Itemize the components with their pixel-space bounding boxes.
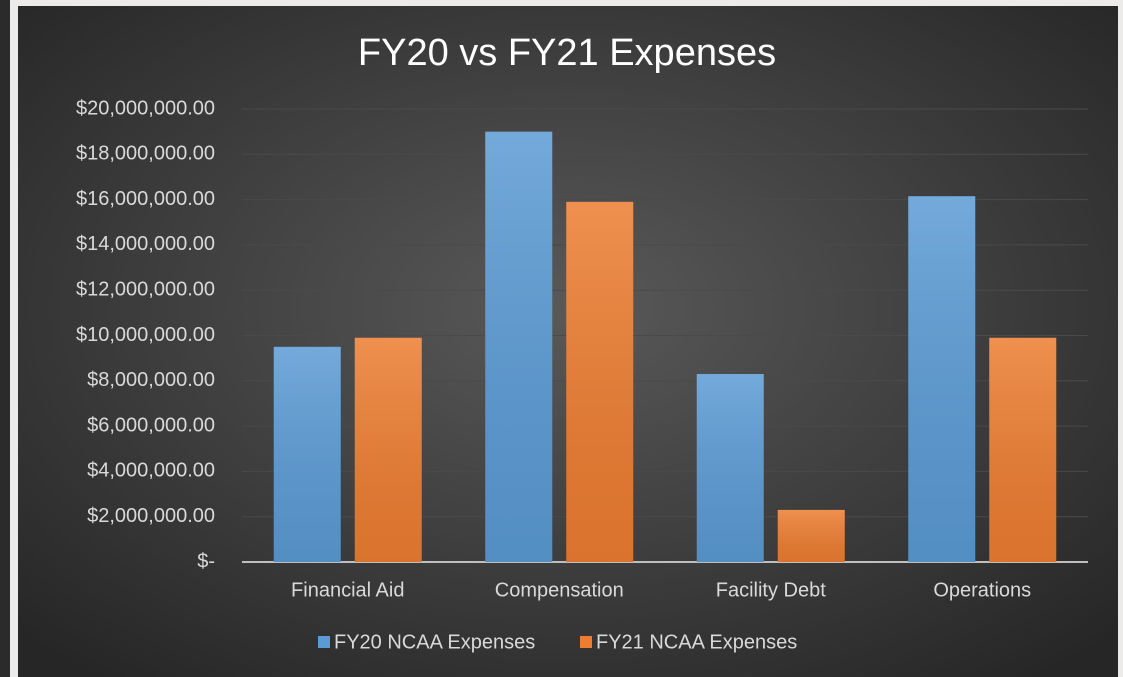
- bar: [908, 196, 976, 562]
- y-tick-label: $14,000,000.00: [76, 233, 215, 255]
- legend-label: FY21 NCAA Expenses: [596, 631, 797, 653]
- y-tick-label: $10,000,000.00: [76, 324, 215, 346]
- bar: [696, 374, 764, 562]
- legend-swatch: [580, 636, 592, 648]
- x-tick-label: Facility Debt: [716, 579, 826, 601]
- x-tick-label: Financial Aid: [291, 579, 404, 601]
- y-tick-label: $4,000,000.00: [87, 460, 215, 482]
- x-tick-label: Operations: [933, 579, 1031, 601]
- chart-title: FY20 vs FY21 Expenses: [358, 32, 776, 74]
- bar: [777, 509, 845, 562]
- x-tick-label: Compensation: [495, 579, 624, 601]
- bar: [485, 131, 553, 562]
- y-tick-label: $8,000,000.00: [87, 369, 215, 391]
- bar: [354, 337, 422, 562]
- y-tick-label: $12,000,000.00: [76, 278, 215, 300]
- bar: [566, 201, 634, 563]
- y-tick-label: $18,000,000.00: [76, 143, 215, 165]
- y-tick-label: $16,000,000.00: [76, 188, 215, 210]
- bar: [273, 346, 341, 562]
- left-edge: [0, 0, 10, 677]
- y-tick-label: $-: [197, 550, 215, 572]
- y-tick-label: $2,000,000.00: [87, 505, 215, 527]
- legend-label: FY20 NCAA Expenses: [334, 631, 535, 653]
- legend-swatch: [318, 636, 330, 648]
- y-tick-label: $20,000,000.00: [76, 97, 215, 119]
- y-tick-label: $6,000,000.00: [87, 414, 215, 436]
- bar: [989, 337, 1057, 562]
